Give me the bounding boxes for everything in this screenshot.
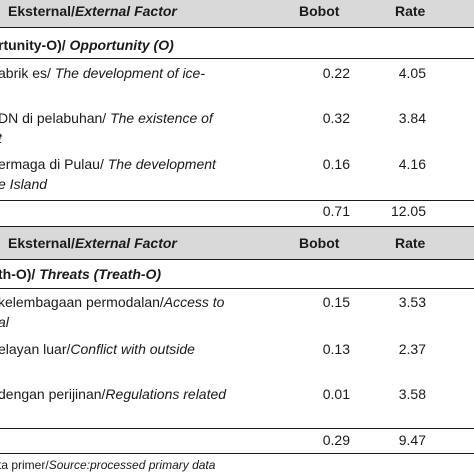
table1-header xyxy=(0,0,474,28)
table2-header-bobot: Bobot xyxy=(299,235,340,251)
table1-row-2-rate: 3.84 xyxy=(398,110,426,126)
table1-header-bobot: Bobot xyxy=(299,3,340,19)
table1-row-1-rate: 4.05 xyxy=(398,65,426,81)
table2-row-1-rate: 3.53 xyxy=(398,294,426,310)
source-footnote: ta primer/Source:processed primary data xyxy=(0,458,216,472)
table2-row-3-label: dengan perijinan/Regulations related xyxy=(0,386,227,402)
table1-total-bobot: 0.71 xyxy=(322,203,350,219)
table1-row-1-label: abrik es/ The development of ice- xyxy=(0,65,206,81)
table2-row-2-rate: 2.37 xyxy=(398,341,426,357)
table1-row-2-label: DN di pelabuhan/ The existence of xyxy=(0,110,213,126)
table1-total-divider xyxy=(0,200,474,201)
table2-row-3-rate: 3.58 xyxy=(398,386,426,402)
table2-row-1-bobot: 0.15 xyxy=(322,294,350,310)
table2-row-3-bobot: 0.01 xyxy=(322,386,350,402)
table2-total-bobot: 0.29 xyxy=(322,432,350,448)
table1-row-1-bobot: 0.22 xyxy=(322,65,350,81)
table2-row-2-label: elayan luar/Conflict with outside xyxy=(0,341,195,357)
table1-section-title: rtunity-O)/ Opportunity (O) xyxy=(0,37,174,53)
table1-row-3-rate: 4.16 xyxy=(398,156,426,172)
table2-header-factor: Eksternal/External Factor xyxy=(8,235,177,251)
table2-section-divider xyxy=(0,288,474,289)
table2-header-rate: Rate xyxy=(395,235,426,251)
table2-row-1-label: kelembagaan permodalan/Access to xyxy=(0,294,225,310)
table2-bottom-rule xyxy=(0,453,474,454)
table1-row-2-bobot: 0.32 xyxy=(322,110,350,126)
table1-total-rate: 12.05 xyxy=(390,203,426,219)
table1-section-divider xyxy=(0,58,474,59)
table1-row-3-bobot: 0.16 xyxy=(322,156,350,172)
table1-row-2-label-cont: t xyxy=(0,129,2,147)
table2-row-2-bobot: 0.13 xyxy=(322,341,350,357)
table1-header-rate: Rate xyxy=(395,3,426,19)
table1-header-factor: Eksternal/External Factor xyxy=(8,3,177,19)
table2-header xyxy=(0,226,474,260)
table2-section-title: th-O)/ Threats (Treath-O) xyxy=(0,266,162,282)
table1-row-3-label: ermaga di Pulau/ The development xyxy=(0,156,216,172)
table1-row-3-label-cont: e Island xyxy=(0,176,48,192)
table2-row-1-label-cont: al xyxy=(0,314,9,330)
table2-total-rate: 9.47 xyxy=(398,432,426,448)
table2-total-divider xyxy=(0,428,474,429)
